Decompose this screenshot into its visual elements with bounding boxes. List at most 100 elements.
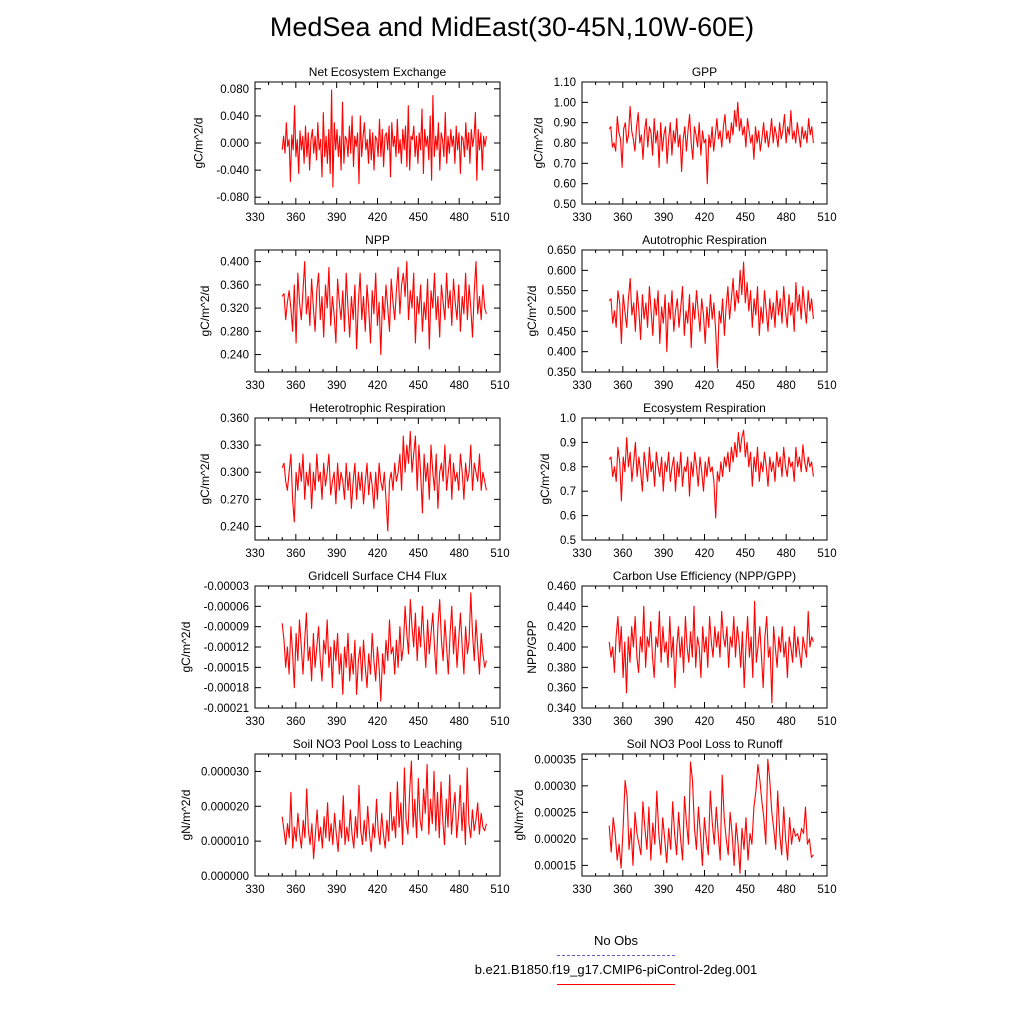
chart-gpp: GPP 330 360 390 420 450 480 510 0.50 0.60 0.70 0.80… <box>531 65 836 224</box>
x-tick-label: 330 <box>572 380 591 392</box>
x-tick-label: 420 <box>368 548 387 560</box>
chart-title: Carbon Use Efficiency (NPP/GPP) <box>613 569 796 583</box>
x-tick-label: 360 <box>613 380 632 392</box>
y-tick-label: -0.00021 <box>204 703 249 715</box>
legend-line-no-obs <box>557 955 675 956</box>
x-tick-label: 450 <box>736 212 755 224</box>
x-tick-label: 390 <box>327 716 346 728</box>
x-tick-label: 450 <box>736 380 755 392</box>
x-tick-label: 420 <box>695 548 714 560</box>
y-tick-label: 1.00 <box>554 97 576 109</box>
x-tick-label: 360 <box>286 716 305 728</box>
x-tick-label: 480 <box>777 884 796 896</box>
y-axis-label: NPP/GPP <box>525 620 539 673</box>
y-tick-label: 0.280 <box>220 326 249 338</box>
y-tick-label: 0.240 <box>220 521 249 533</box>
y-tick-label: 0.080 <box>220 84 249 96</box>
chart-title: NPP <box>365 233 390 247</box>
x-tick-label: 450 <box>736 716 755 728</box>
chart-carbon-use-efficiency-npp-gpp: Carbon Use Efficiency (NPP/GPP) 330 360 390… <box>525 569 837 728</box>
x-tick-label: 360 <box>286 380 305 392</box>
chart-title: Net Ecosystem Exchange <box>309 65 447 79</box>
x-tick-label: 450 <box>736 884 755 896</box>
x-tick-label: 390 <box>327 380 346 392</box>
legend-label-no-obs: No Obs <box>593 933 639 948</box>
y-tick-label: 0.040 <box>220 111 249 123</box>
y-tick-label: 0.60 <box>554 179 576 191</box>
y-tick-label: 0.000 <box>220 138 249 150</box>
x-tick-label: 480 <box>450 548 469 560</box>
x-tick-label: 480 <box>777 548 796 560</box>
y-tick-label: 0.000020 <box>201 801 249 813</box>
y-tick-label: 0.50 <box>554 199 576 211</box>
y-tick-label: 0.400 <box>547 642 576 654</box>
x-tick-label: 450 <box>409 884 428 896</box>
series-line <box>281 261 487 356</box>
y-tick-label: 0.90 <box>554 118 576 130</box>
x-tick-label: 510 <box>490 548 509 560</box>
chart-title: Ecosystem Respiration <box>643 401 766 415</box>
x-tick-label: 510 <box>490 212 509 224</box>
series-line <box>608 101 814 185</box>
x-tick-label: 360 <box>613 212 632 224</box>
x-tick-label: 330 <box>245 716 264 728</box>
y-tick-label: -0.080 <box>216 192 249 204</box>
y-tick-label: 0.460 <box>547 581 576 593</box>
x-tick-label: 390 <box>654 884 673 896</box>
x-tick-label: 390 <box>327 884 346 896</box>
y-tick-label: 0.00035 <box>534 754 576 766</box>
x-tick-label: 330 <box>245 548 264 560</box>
x-tick-label: 330 <box>245 380 264 392</box>
x-tick-label: 360 <box>613 548 632 560</box>
y-tick-label: 1.0 <box>560 413 576 425</box>
x-tick-label: 420 <box>368 716 387 728</box>
x-tick-label: 510 <box>817 716 836 728</box>
y-tick-label: 0.00015 <box>534 860 576 872</box>
x-tick-label: 480 <box>450 716 469 728</box>
chart-title: Gridcell Surface CH4 Flux <box>308 569 447 583</box>
x-tick-label: 510 <box>490 884 509 896</box>
x-tick-label: 480 <box>450 884 469 896</box>
y-tick-label: 0.450 <box>547 326 576 338</box>
x-tick-label: 450 <box>409 548 428 560</box>
x-tick-label: 450 <box>409 212 428 224</box>
y-axis-label: gC/m^2/d <box>531 118 545 169</box>
x-tick-label: 390 <box>654 548 673 560</box>
y-tick-label: 0.400 <box>220 257 249 269</box>
y-tick-label: 0.350 <box>547 367 576 379</box>
x-tick-label: 420 <box>695 716 714 728</box>
chart-gridcell-surface-ch4-flux: Gridcell Surface CH4 Flux 330 360 390 420 450… <box>179 569 510 728</box>
chart-npp: NPP 330 360 390 420 450 480 510 0.240 0.280 0.320 0… <box>198 233 510 392</box>
x-tick-label: 420 <box>368 884 387 896</box>
chart-heterotrophic-respiration: Heterotrophic Respiration 330 360 390 420 450… <box>198 401 510 560</box>
series-line <box>281 592 487 702</box>
y-tick-label: 0.440 <box>547 601 576 613</box>
x-tick-label: 480 <box>450 212 469 224</box>
x-tick-label: 480 <box>450 380 469 392</box>
x-tick-label: 360 <box>286 548 305 560</box>
series-line <box>608 758 814 874</box>
x-tick-label: 390 <box>327 548 346 560</box>
legend-label-model-run: b.e21.B1850.f19_g17.CMIP6-piControl-2deg… <box>474 962 758 977</box>
series-line <box>608 600 814 704</box>
x-tick-label: 450 <box>409 380 428 392</box>
y-tick-label: 0.7 <box>560 486 576 498</box>
x-tick-label: 510 <box>490 380 509 392</box>
chart-ecosystem-respiration: Ecosystem Respiration 330 360 390 420 450 480 5… <box>538 401 837 560</box>
chart-title: Autotrophic Respiration <box>642 233 767 247</box>
x-tick-label: 510 <box>817 884 836 896</box>
x-tick-label: 390 <box>654 380 673 392</box>
y-tick-label: 0.8 <box>560 462 576 474</box>
x-tick-label: 390 <box>654 212 673 224</box>
x-tick-label: 330 <box>572 212 591 224</box>
chart-title: Soil NO3 Pool Loss to Leaching <box>293 737 462 751</box>
chart-soil-no3-pool-loss-to-leaching: Soil NO3 Pool Loss to Leaching 330 360 390 4… <box>179 737 510 896</box>
y-tick-label: 0.420 <box>547 622 576 634</box>
y-tick-label: 0.270 <box>220 494 249 506</box>
x-tick-label: 420 <box>368 212 387 224</box>
x-tick-label: 330 <box>572 884 591 896</box>
y-tick-label: 0.550 <box>547 286 576 298</box>
y-tick-label: -0.00015 <box>204 662 249 674</box>
y-axis-label: gC/m^2/d <box>192 118 206 169</box>
